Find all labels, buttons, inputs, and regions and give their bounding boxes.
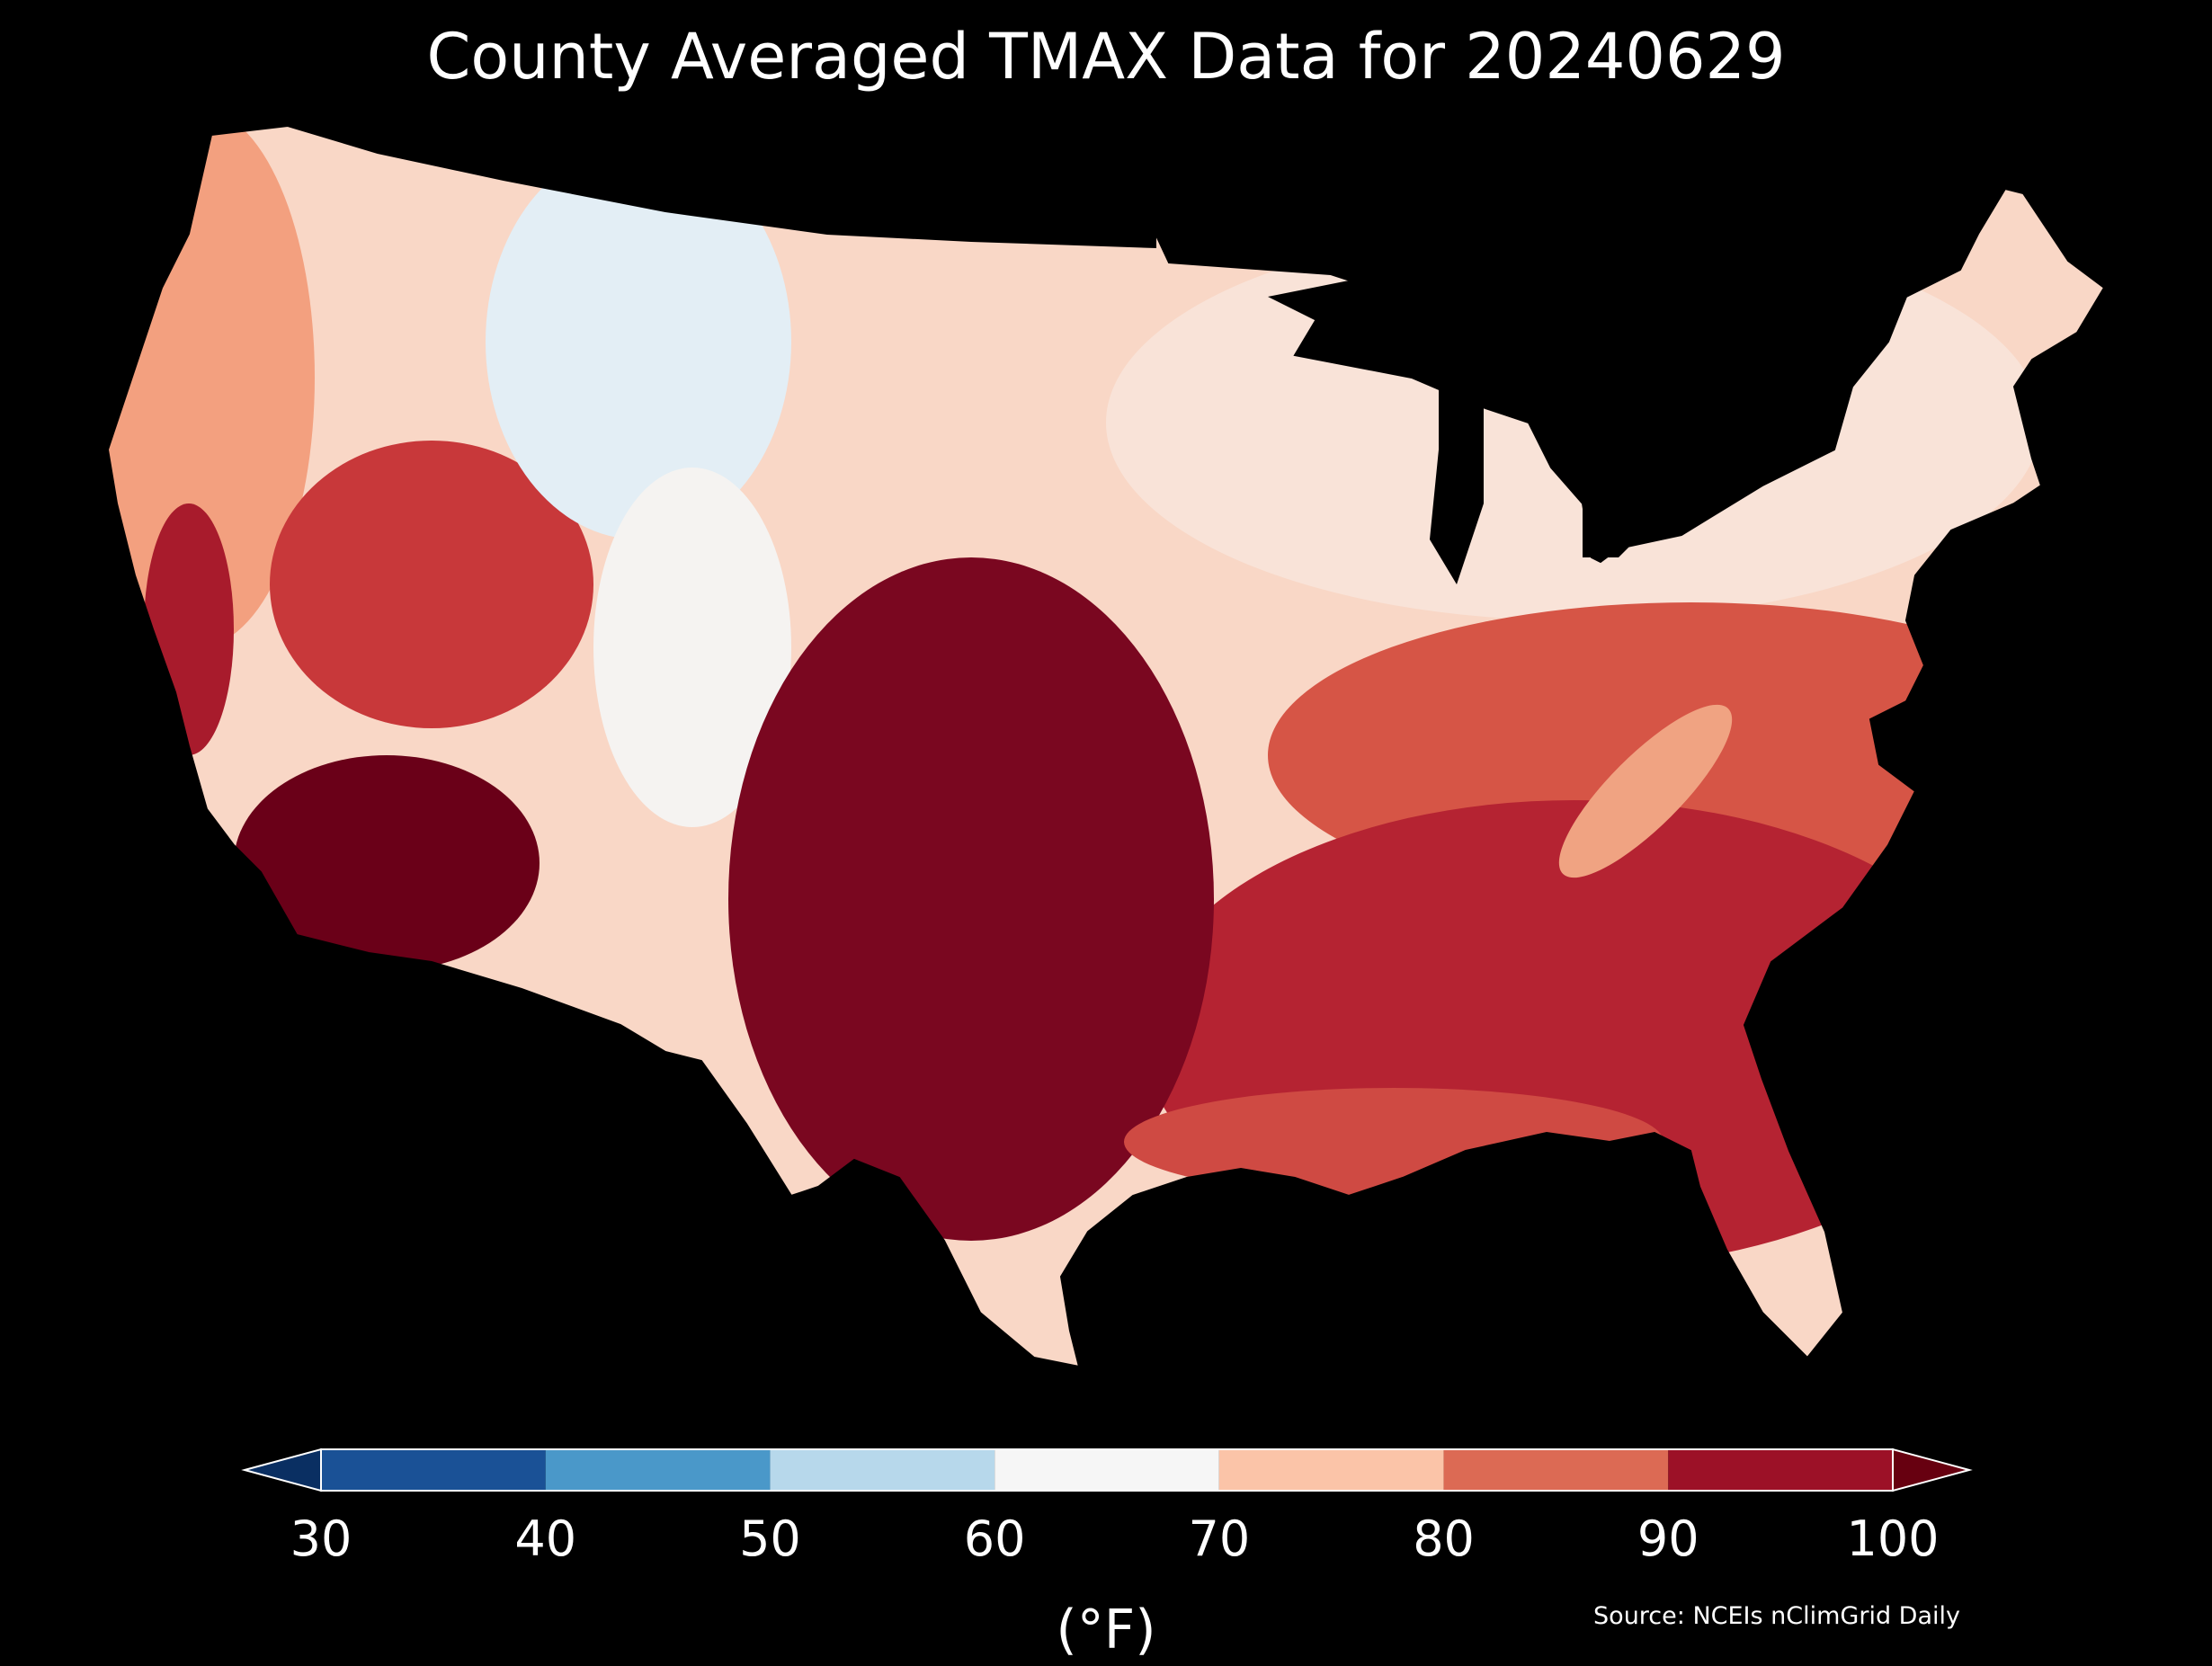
colorbar-bin-0 [321,1449,546,1491]
colorbar-over-arrow [1892,1448,1973,1492]
region-colorado-rockies [593,468,791,827]
colorbar-bin-5 [1443,1449,1669,1491]
region-appalachian-ridge [1558,704,1733,878]
region-great-basin [270,441,593,728]
colorbar-bin-3 [995,1449,1219,1491]
colorbar-frame [320,1448,1894,1492]
colorbar-unit-label: (°F) [1056,1599,1156,1662]
region-montana-cool [486,144,791,539]
colorbar-tick-30: 30 [290,1510,352,1567]
map-title: County Averaged TMAX Data for 20240629 [426,20,1786,94]
lake-michigan [1430,378,1484,584]
colorbar-tick-60: 60 [963,1510,1026,1567]
colorbar-tick-80: 80 [1413,1510,1475,1567]
source-credit: Source: NCEIs nClimGrid Daily [1593,1602,1960,1630]
lake-superior [1268,279,1385,324]
colorbar-tick-100: 100 [1846,1510,1940,1567]
colorbar-under-arrow [241,1448,322,1492]
colorbar-bin-1 [545,1449,771,1491]
region-southwest-desert [234,755,540,971]
colorbar-bin-4 [1218,1449,1444,1491]
region-southern-plains [728,557,1214,1241]
colorbar-tick-70: 70 [1188,1510,1251,1567]
colorbar-tick-90: 90 [1637,1510,1699,1567]
colorbar-tick-50: 50 [739,1510,801,1567]
colorbar-tick-40: 40 [514,1510,577,1567]
colorbar-bin-2 [770,1449,995,1491]
colorbar-bin-6 [1668,1449,1893,1491]
lake-erie [1583,503,1646,557]
